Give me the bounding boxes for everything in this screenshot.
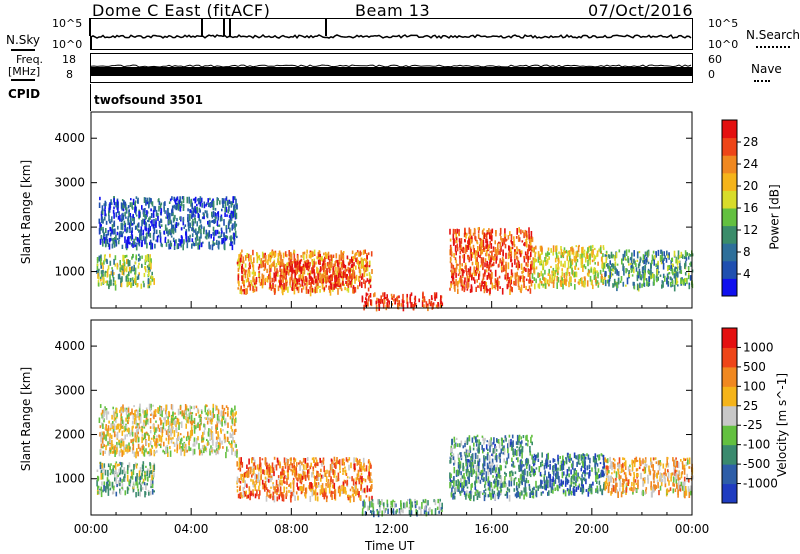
power-colorbar-cell-6 (722, 172, 737, 191)
power-colorbar-label-3: 16 (743, 201, 758, 215)
velocity-colorbar-cell-0 (722, 483, 737, 504)
velocity-echo-region-5 (531, 452, 606, 499)
xtick-label-0: 00:00 (74, 522, 109, 536)
velocity-ytick-label-1: 2000 (54, 428, 85, 442)
velocity-echo-region-3 (361, 498, 443, 518)
cpid-value: twofsound 3501 (94, 93, 203, 107)
xtick-label-3: 12:00 (374, 522, 409, 536)
power-colorbar-cell-1 (722, 260, 737, 279)
power-colorbar-label: Power [dB] (767, 184, 782, 250)
power-colorbar-cell-0 (722, 278, 737, 297)
xtick-label-5: 20:00 (575, 522, 610, 536)
freq-trace (91, 67, 692, 76)
power-ylabel: Slant Range [km] (19, 159, 34, 265)
velocity-colorbar-label-0: 1000 (743, 340, 774, 354)
nsky-tick-top: 10^5 (52, 17, 83, 30)
velocity-echo-region-0 (96, 461, 156, 498)
nsearch-tick-bottom: 10^0 (708, 38, 739, 51)
freq-label: Freq. (16, 53, 44, 66)
power-echo-region-6 (531, 244, 606, 290)
velocity-colorbar-cell-2 (722, 444, 737, 465)
velocity-colorbar-cell-4 (722, 405, 737, 426)
nsky-line-icon (11, 49, 35, 51)
nave-tick-top: 60 (708, 53, 722, 66)
nave-label: Nave (751, 62, 782, 76)
freq-trace-edge (90, 64, 692, 68)
velocity-panel-frame (90, 319, 693, 516)
xtick-label-6: 00:00 (675, 522, 710, 536)
velocity-colorbar-label-7: -1000 (743, 477, 778, 491)
power-colorbar-label-2: 12 (743, 223, 758, 237)
velocity-colorbar-label-1: 500 (743, 360, 766, 374)
freq-unit: [MHz] (8, 65, 41, 78)
power-colorbar-label-6: 28 (743, 135, 758, 149)
power-colorbar-cell-4 (722, 208, 737, 227)
velocity-colorbar-cell-7 (722, 347, 737, 368)
freq-tick-bottom: 8 (66, 68, 73, 81)
velocity-colorbar-frame (721, 327, 738, 504)
power-colorbar-label-5: 24 (743, 157, 758, 171)
velocity-ylabel: Slant Range [km] (19, 366, 34, 472)
velocity-echo-region-4 (449, 434, 534, 502)
power-ytick-label-3: 4000 (54, 131, 85, 145)
freq-panel-frame (90, 53, 693, 83)
power-ytick-label-0: 1000 (54, 265, 85, 279)
velocity-colorbar-label-5: -100 (743, 438, 770, 452)
power-colorbar-label-4: 20 (743, 179, 758, 193)
power-colorbar-cell-2 (722, 243, 737, 262)
velocity-colorbar-label: Velocity [m s^-1] (775, 372, 790, 478)
power-echo-region-5 (449, 227, 534, 296)
velocity-colorbar-cell-8 (722, 328, 737, 348)
power-ytick-label-2: 3000 (54, 176, 85, 190)
velocity-ytick-label-3: 4000 (54, 339, 85, 353)
velocity-colorbar-cell-3 (722, 425, 737, 446)
velocity-echo-region-6 (604, 456, 694, 499)
velocity-echo-region-2 (236, 456, 373, 503)
xtick-label-1: 04:00 (174, 522, 209, 536)
velocity-colorbar-label-2: 100 (743, 379, 766, 393)
power-colorbar-cell-5 (722, 190, 737, 209)
nsky-tick-bottom: 10^0 (52, 38, 83, 51)
velocity-colorbar-cell-1 (722, 464, 737, 485)
nsearch-dotted-line-icon (756, 46, 790, 48)
power-echo-region-7 (604, 249, 694, 292)
xtick-label-2: 08:00 (274, 522, 309, 536)
velocity-colorbar-cell-5 (722, 386, 737, 407)
freq-tick-top: 18 (62, 53, 76, 66)
power-echo-region-1 (98, 196, 238, 251)
nave-tick-bottom: 0 (708, 68, 715, 81)
date-title: 07/Oct/2016 (588, 1, 694, 20)
power-colorbar-label-0: 4 (743, 267, 751, 281)
power-echo-region-3 (279, 258, 356, 291)
power-colorbar-cell-9 (722, 120, 737, 139)
velocity-colorbar-label-4: -25 (743, 418, 763, 432)
time-xlabel: Time UT (365, 539, 415, 553)
cpid-label: CPID (8, 87, 41, 101)
power-colorbar-cell-7 (722, 155, 737, 174)
velocity-ytick-label-2: 3000 (54, 383, 85, 397)
cpid-divider (90, 84, 91, 111)
power-echo-region-0 (96, 253, 155, 291)
nsky-trace (90, 33, 692, 40)
velocity-echo-region-1 (98, 403, 238, 459)
nsearch-tick-top: 10^5 (708, 17, 739, 30)
xtick-label-4: 16:00 (474, 522, 509, 536)
velocity-ytick-label-0: 1000 (54, 472, 85, 486)
velocity-colorbar-label-3: 25 (743, 399, 758, 413)
freq-line-icon (11, 79, 35, 81)
power-colorbar-cell-3 (722, 225, 737, 244)
velocity-colorbar-cell-6 (722, 366, 737, 387)
nsky-label: N.Sky (6, 33, 41, 47)
station-title: Dome C East (fitACF) (92, 1, 271, 20)
power-colorbar-label-1: 8 (743, 245, 751, 259)
nave-dotted-line-icon (754, 80, 770, 82)
velocity-colorbar-label-6: -500 (743, 457, 770, 471)
nsearch-label: N.Search (746, 28, 800, 42)
power-ytick-label-1: 2000 (54, 220, 85, 234)
beam-title: Beam 13 (355, 1, 431, 20)
power-colorbar-cell-8 (722, 137, 737, 156)
